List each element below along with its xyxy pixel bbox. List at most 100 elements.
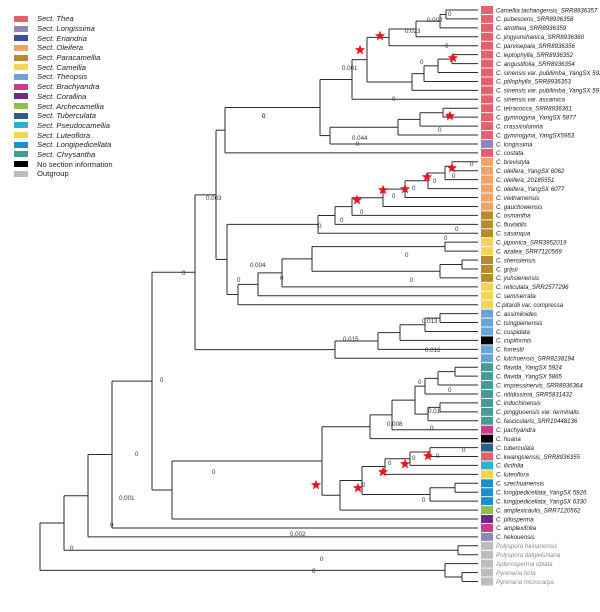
significance-star — [354, 44, 366, 55]
taxon-label: C. huana — [496, 436, 521, 443]
taxon-label: C. kwangsiensis_SRR8936355 — [496, 454, 581, 461]
taxon-color-box — [481, 389, 493, 398]
significance-star — [310, 479, 322, 490]
legend-label: Sect. Longissima — [37, 24, 95, 34]
significance-star — [421, 171, 433, 182]
taxon-color-box — [481, 184, 493, 193]
taxon-color-box — [481, 452, 493, 461]
taxon-label: C. jingyunshanica_SRR8936360 — [496, 34, 585, 41]
legend-swatch — [14, 132, 28, 139]
taxon-label: C. osmantha — [496, 213, 531, 220]
branch-support-zero: 0 — [444, 235, 448, 242]
tree-branches — [39, 9, 478, 583]
legend-swatch — [14, 170, 28, 177]
significance-star — [374, 30, 386, 41]
significance-star — [377, 184, 389, 195]
taxon-color-box — [481, 193, 493, 202]
legend-item: Sect. Luteoflora — [14, 130, 113, 140]
taxon-color-box — [481, 166, 493, 175]
taxon-label: C. longipedicellata_YangSX 5926 — [496, 490, 587, 497]
taxon-color-box — [481, 336, 493, 345]
taxon-color-box — [481, 122, 493, 131]
taxon-label: C. yuhsienensis — [496, 275, 539, 282]
taxon-color-box — [481, 372, 493, 381]
taxon-label: C. lutchuensis_SRR8238194 — [496, 356, 575, 363]
taxon-color-box — [481, 282, 493, 291]
branch-support-zero: 0 — [412, 455, 416, 462]
taxon-label: C. pingguoensis var. terminalis — [496, 409, 579, 416]
taxon-label: C. cupiformis — [496, 338, 532, 345]
taxon-color-box — [481, 309, 493, 318]
taxon-color-box — [481, 425, 493, 434]
taxon-label: C. sinensis var. pubilimba_YangSX 5970 — [496, 88, 600, 95]
taxon-color-box — [481, 247, 493, 256]
branch-support-label: 0.002 — [290, 531, 306, 538]
legend-item: Sect. Eriandria — [14, 33, 113, 43]
legend-item: Sect. Paracamellia — [14, 53, 113, 63]
significance-star — [399, 183, 411, 194]
branch-support-zero: 0 — [360, 209, 364, 216]
taxon-color-box — [481, 104, 493, 113]
branch-support-label: 0.044 — [352, 135, 368, 142]
taxon-label: C. flavida_YangSX 5924 — [496, 365, 563, 372]
branch-support-zero: 0 — [212, 469, 216, 476]
taxon-color-box — [481, 23, 493, 32]
taxon-label: C. atrothea_SRR8936359 — [496, 25, 567, 32]
taxon-label: C. longipedicellata_YangSX 6330 — [496, 498, 587, 505]
taxon-color-box — [481, 354, 493, 363]
taxon-label: Pyrenaria hirta — [496, 570, 536, 577]
taxon-label: Apterosperma oblata — [495, 561, 553, 568]
taxon-color-box — [481, 327, 493, 336]
taxon-color-box — [481, 550, 493, 559]
taxon-color-box — [481, 541, 493, 550]
taxon-color-box — [481, 148, 493, 157]
branch-support-zero: 0 — [312, 568, 316, 575]
legend-label: Sect. Eriandria — [37, 33, 87, 43]
taxon-color-box — [481, 238, 493, 247]
taxon-label: Polyspora dalgleishiana — [496, 552, 561, 559]
taxon-label: C. ilicifolia — [496, 463, 524, 470]
taxon-label: C. amplexicaulis_SRR7120562 — [496, 507, 581, 514]
taxon-label: C. vietnamensis — [496, 195, 539, 202]
taxon-label: C. grijsii — [496, 266, 518, 273]
taxon-color-box — [481, 175, 493, 184]
branch-support-zero: 0 — [410, 277, 414, 284]
taxon-label: C. luteoflora — [496, 472, 529, 479]
taxon-color-box — [481, 32, 493, 41]
legend-label: Sect. Oleifera — [37, 43, 84, 53]
taxon-color-box — [481, 131, 493, 140]
branch-support-zero: 0 — [470, 161, 474, 168]
taxon-label: C. brevistyla — [496, 159, 530, 166]
taxon-color-box — [481, 416, 493, 425]
legend-label: Sect. Corallina — [37, 91, 87, 101]
branch-support-zero: 0 — [452, 173, 456, 180]
significance-star — [352, 482, 364, 493]
legend-label: Sect. Brachyandra — [37, 82, 100, 92]
taxon-color-box — [481, 220, 493, 229]
branch-support-zero: 0 — [455, 226, 459, 233]
taxon-label: C. nitidissima_SRR5831432 — [496, 391, 573, 398]
significance-star — [399, 458, 411, 469]
taxon-label: C. reticulata_SRR2577296 — [496, 284, 569, 291]
branch-support-zero: 0 — [433, 178, 437, 185]
branch-support-label: 0.015 — [343, 336, 359, 343]
taxon-label: C. fascicularis_SRR10448136 — [496, 418, 578, 425]
legend-label: No section information — [37, 159, 113, 169]
taxon-label: C. szechuanensis — [496, 481, 544, 488]
taxon-label: C. oleifera_YangSX 6062 — [496, 168, 565, 175]
taxon-color-box — [481, 363, 493, 372]
node-stars — [310, 30, 459, 493]
taxon-label: C. fluviatilis — [496, 222, 527, 229]
branch-support-zero: 0 — [436, 453, 440, 460]
taxon-label: C. crassicolumna — [496, 123, 543, 130]
branch-support-zero: 0 — [320, 556, 324, 563]
legend-item: Sect. Longipedicellata — [14, 140, 113, 150]
branch-support-zero: 0 — [420, 59, 424, 66]
taxon-label: C. indochinensis — [496, 400, 541, 407]
legend-swatch — [14, 25, 28, 32]
branch-support-zero: 0 — [70, 545, 74, 552]
legend-label: Outgroup — [37, 169, 69, 179]
branch-support-zero: 0 — [356, 141, 360, 148]
legend-item: Sect. Archecamellia — [14, 101, 113, 111]
